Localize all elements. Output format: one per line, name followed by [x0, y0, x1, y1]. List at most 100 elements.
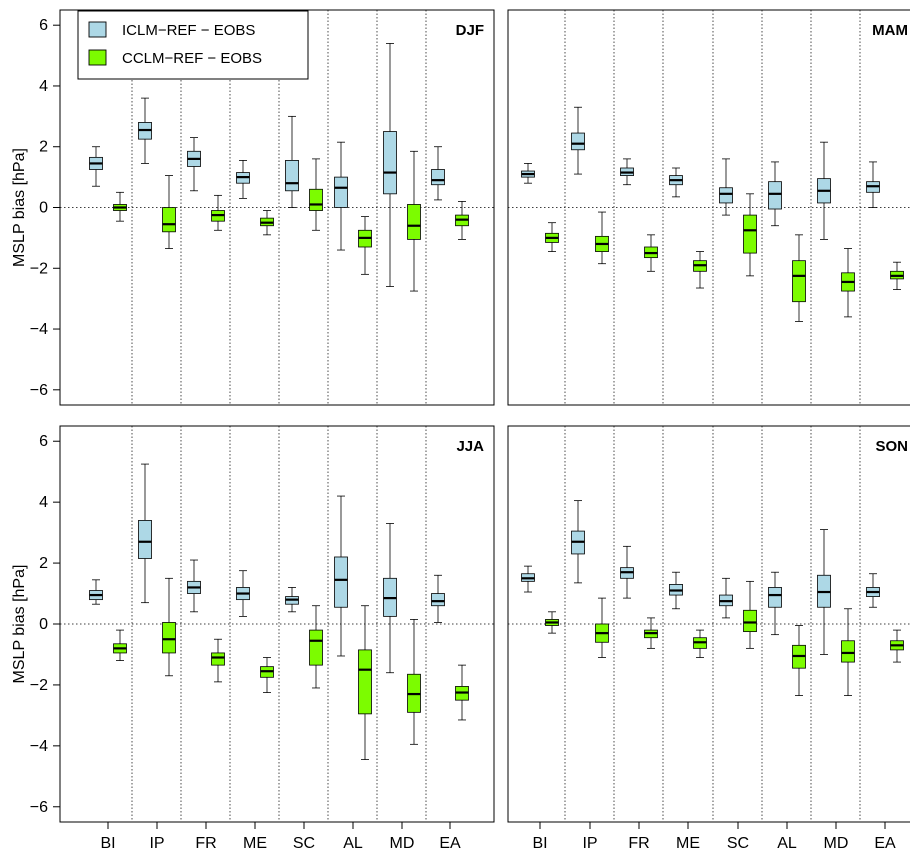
- box-md: [817, 141, 831, 240]
- box-bi: [521, 565, 535, 593]
- box-me: [236, 570, 250, 617]
- box-fr: [211, 194, 225, 231]
- panel-jja: −6 −4 −2 0 2 4 6 MSLP bias [hPa] BI IP FR ME SC AL MD E…: [11, 425, 495, 852]
- y-tick-label: 2: [39, 139, 48, 156]
- box-md: [841, 608, 855, 696]
- y-tick-label: −4: [30, 738, 48, 755]
- box-fr: [187, 559, 201, 613]
- box-sc: [719, 158, 733, 216]
- box-ip: [571, 500, 585, 584]
- box-md: [383, 523, 397, 674]
- x-tick-label: MD: [824, 835, 849, 852]
- box-al: [768, 571, 782, 636]
- box-fr: [620, 545, 634, 599]
- series-cclm: [545, 193, 904, 322]
- box-me: [236, 160, 250, 199]
- y-tick-label: 6: [39, 17, 48, 34]
- box-ea: [431, 146, 445, 201]
- y-tick-label: −6: [30, 799, 48, 816]
- box-ip: [138, 463, 152, 604]
- x-tick-label: BI: [100, 835, 115, 852]
- series-iclm: [89, 463, 445, 674]
- box-iqr: [407, 204, 421, 240]
- box-iqr: [309, 629, 323, 666]
- box-iqr: [743, 214, 757, 254]
- panel-title: MAM: [872, 22, 908, 39]
- panel-title: DJF: [456, 22, 484, 39]
- x-tick-label: BI: [532, 835, 547, 852]
- box-al: [334, 141, 348, 251]
- legend: ICLM−REF − EOBS CCLM−REF − EOBS: [77, 10, 309, 80]
- box-md: [383, 43, 397, 287]
- series-iclm: [521, 500, 880, 655]
- box-ip: [595, 597, 609, 658]
- box-bi: [545, 222, 559, 252]
- box-al: [334, 495, 348, 657]
- box-sc: [743, 580, 757, 649]
- box-sc: [285, 587, 299, 613]
- legend-label: ICLM−REF − EOBS: [122, 22, 255, 39]
- box-ip: [595, 211, 609, 265]
- x-tick-label: SC: [727, 835, 749, 852]
- box-ea: [866, 161, 880, 208]
- y-tick-label: −6: [30, 382, 48, 399]
- box-al: [768, 161, 782, 227]
- box-md: [817, 529, 831, 655]
- x-tick-label: FR: [195, 835, 216, 852]
- box-ea: [890, 261, 904, 290]
- box-iqr: [162, 207, 176, 233]
- box-iqr: [571, 132, 585, 151]
- x-tick-label: FR: [628, 835, 649, 852]
- box-al: [792, 234, 806, 322]
- panel-title: SON: [875, 438, 908, 455]
- x-tick-label: IP: [149, 835, 164, 852]
- box-md: [407, 150, 421, 292]
- box-ip: [162, 175, 176, 249]
- box-ea: [455, 201, 469, 240]
- box-al: [358, 216, 372, 275]
- y-tick-label: −4: [30, 321, 48, 338]
- box-iqr: [841, 640, 855, 663]
- box-ip: [571, 106, 585, 175]
- legend-label: CCLM−REF − EOBS: [122, 50, 262, 67]
- box-me: [260, 657, 274, 693]
- box-ea: [890, 629, 904, 663]
- y-tick-label: 2: [39, 555, 48, 572]
- box-iqr: [162, 622, 176, 654]
- y-tick-label: −2: [30, 260, 48, 277]
- box-bi: [545, 611, 559, 634]
- x-tick-label: MD: [390, 835, 415, 852]
- box-iqr: [334, 176, 348, 208]
- box-me: [669, 571, 683, 610]
- box-iqr: [743, 609, 757, 633]
- box-ip: [162, 577, 176, 677]
- box-me: [669, 167, 683, 198]
- box-me: [693, 629, 707, 658]
- x-tick-label: EA: [874, 835, 896, 852]
- box-al: [792, 625, 806, 696]
- box-iqr: [431, 169, 445, 186]
- box-ea: [431, 574, 445, 623]
- y-axis-label: MSLP bias [hPa]: [11, 565, 28, 684]
- x-tick-label: IP: [582, 835, 597, 852]
- box-bi: [521, 163, 535, 184]
- box-fr: [644, 617, 658, 649]
- box-bi: [113, 191, 127, 222]
- x-tick-label: AL: [777, 835, 797, 852]
- x-tick-label: EA: [439, 835, 461, 852]
- panel-mam: MAM: [507, 9, 910, 406]
- series-iclm: [89, 43, 445, 287]
- x-tick-label: AL: [343, 835, 363, 852]
- box-al: [358, 605, 372, 760]
- box-ip: [138, 97, 152, 164]
- box-bi: [89, 579, 103, 605]
- box-me: [260, 210, 274, 236]
- legend-frame: [77, 10, 309, 80]
- panel-son: BI IP FR ME SC AL MD EA SON: [507, 425, 910, 852]
- box-fr: [187, 137, 201, 192]
- y-tick-label: 0: [39, 616, 48, 633]
- box-fr: [644, 234, 658, 272]
- legend-swatch: [88, 21, 107, 38]
- box-sc: [285, 115, 299, 208]
